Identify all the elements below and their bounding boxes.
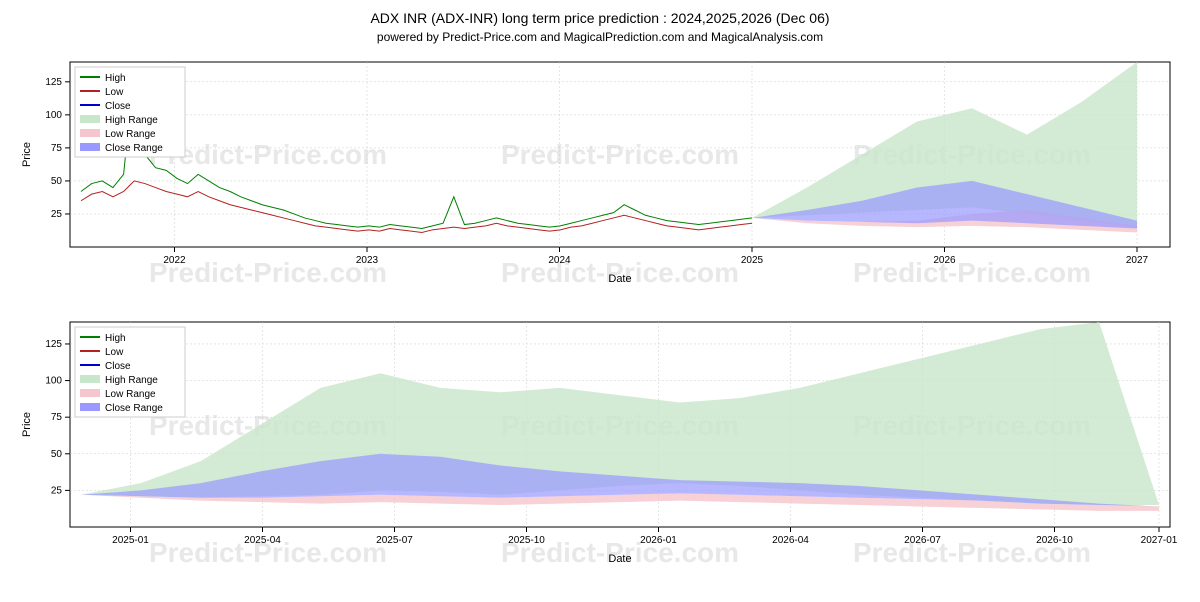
y-axis-label: Price (21, 412, 33, 437)
x-axis-label: Date (608, 553, 631, 565)
y-tick-label: 25 (51, 485, 63, 496)
legend-label: Close Range (105, 403, 163, 414)
chart-1: Predict-Price.comPredict-Price.comPredic… (10, 52, 1190, 292)
x-tick-label: 2026-04 (772, 535, 809, 546)
legend-label: Close (105, 101, 131, 112)
x-tick-label: 2026-07 (904, 535, 941, 546)
chart-1-wrapper: Predict-Price.comPredict-Price.comPredic… (10, 52, 1190, 292)
x-tick-label: 2023 (356, 255, 379, 266)
chart-container: ADX INR (ADX-INR) long term price predic… (10, 10, 1190, 572)
legend-label: High Range (105, 115, 158, 126)
watermark: Predict-Price.com (501, 139, 739, 170)
main-title: ADX INR (ADX-INR) long term price predic… (10, 10, 1190, 26)
y-tick-label: 50 (51, 449, 63, 460)
legend-label: High (105, 333, 126, 344)
y-tick-label: 125 (45, 339, 62, 350)
x-tick-label: 2027 (1126, 255, 1149, 266)
x-tick-label: 2025-07 (376, 535, 413, 546)
legend-label: Low Range (105, 129, 156, 140)
chart-2-wrapper: Predict-Price.comPredict-Price.comPredic… (10, 312, 1190, 572)
legend-patch-icon (80, 375, 100, 383)
x-tick-label: 2026-10 (1036, 535, 1073, 546)
watermark: Predict-Price.com (853, 257, 1091, 288)
x-tick-label: 2027-01 (1141, 535, 1178, 546)
legend-patch-icon (80, 115, 100, 123)
legend-label: Close Range (105, 143, 163, 154)
legend-label: Close (105, 361, 131, 372)
y-tick-label: 75 (51, 143, 63, 154)
x-tick-label: 2025-04 (244, 535, 281, 546)
legend-patch-icon (80, 389, 100, 397)
subtitle: powered by Predict-Price.com and Magical… (10, 30, 1190, 44)
y-axis-label: Price (21, 142, 33, 167)
legend-label: Low (105, 347, 124, 358)
x-axis-label: Date (608, 273, 631, 285)
legend-label: Low (105, 87, 124, 98)
x-tick-label: 2022 (163, 255, 186, 266)
x-tick-label: 2024 (548, 255, 571, 266)
x-tick-label: 2026-01 (640, 535, 677, 546)
y-tick-label: 75 (51, 412, 63, 423)
y-tick-label: 100 (45, 110, 62, 121)
y-tick-label: 50 (51, 176, 63, 187)
legend-patch-icon (80, 143, 100, 151)
chart-2: Predict-Price.comPredict-Price.comPredic… (10, 312, 1190, 572)
x-tick-label: 2025-10 (508, 535, 545, 546)
legend-label: Low Range (105, 389, 156, 400)
legend-label: High (105, 73, 126, 84)
legend-patch-icon (80, 403, 100, 411)
y-tick-label: 125 (45, 77, 62, 88)
y-tick-label: 100 (45, 376, 62, 387)
x-tick-label: 2025 (741, 255, 764, 266)
x-tick-label: 2025-01 (112, 535, 149, 546)
legend-patch-icon (80, 129, 100, 137)
y-tick-label: 25 (51, 209, 63, 220)
legend-label: High Range (105, 375, 158, 386)
x-tick-label: 2026 (933, 255, 956, 266)
